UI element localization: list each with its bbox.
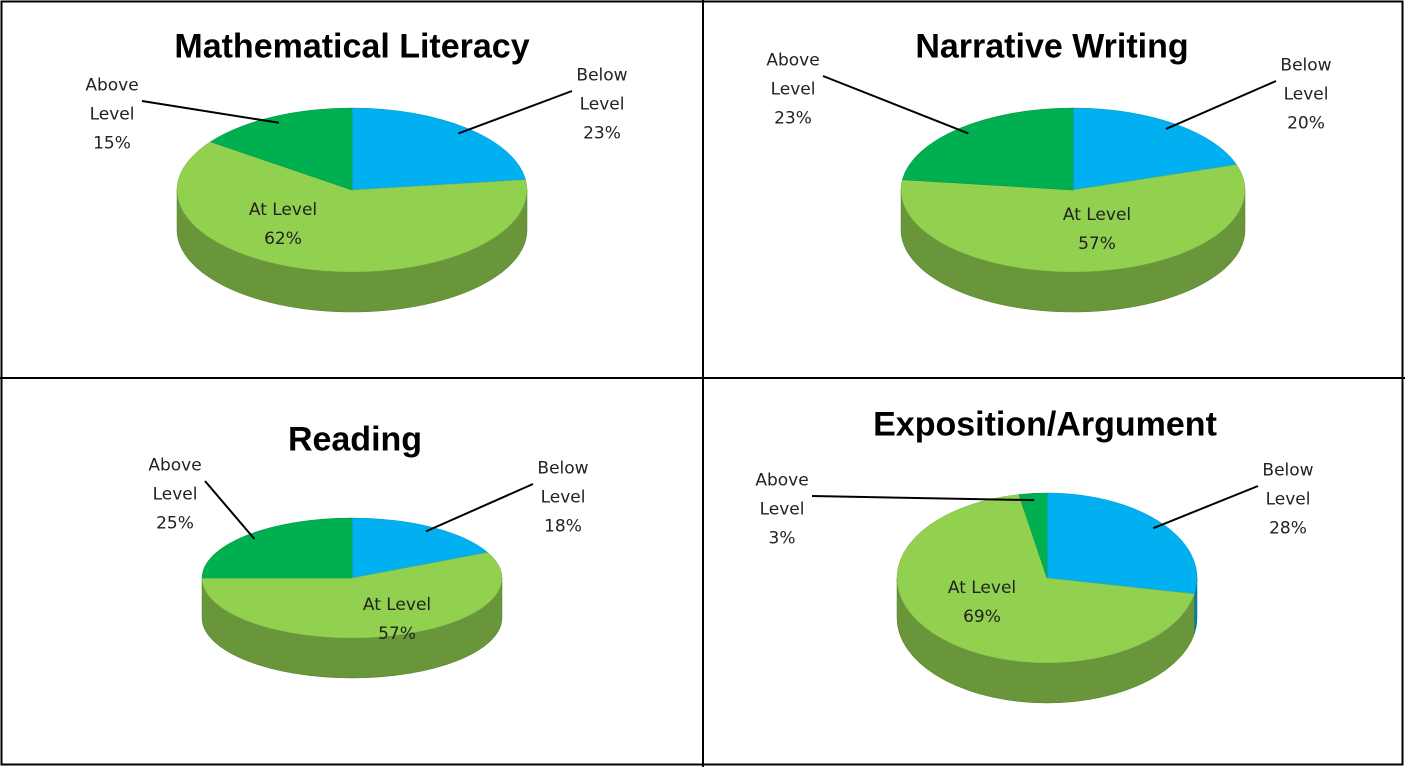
slice [201,552,503,639]
slice-label: Above Level 15% [77,72,147,159]
slice [351,517,489,579]
value-label: 23% [774,108,812,129]
leader-line [811,495,1035,502]
value-label: 57% [1078,234,1116,254]
category-label: Above Level [766,50,820,100]
slice-label: Below Level 28% [1253,457,1323,544]
slice [176,141,528,273]
slice-label: At Level 62% [223,196,343,254]
leader-line [1165,80,1277,130]
category-label: Below Level [537,458,589,508]
slice-label: Below Level 23% [567,62,637,149]
category-label: Below Level [576,65,628,115]
leader-line [204,480,256,540]
category-label: At Level [947,578,1017,598]
slice [1018,492,1048,579]
chart-title: Exposition/Argument [873,405,1217,444]
slice-label: Above Level 23% [758,47,828,134]
slice [209,107,353,191]
slice [896,494,1195,664]
slice [201,517,353,579]
category-label: Below Level [1280,55,1332,105]
slice [902,107,1074,191]
category-label: At Level [248,200,318,220]
slice-label: Below Level 20% [1271,52,1341,139]
value-label: 62% [264,229,302,249]
leader-line [1152,485,1259,530]
slice-label: Below Level 18% [528,455,598,542]
slice-label: At Level 57% [1037,201,1157,259]
category-label: At Level [1062,205,1132,225]
leader-line [425,483,534,533]
category-label: Above Level [148,455,202,505]
value-label: 69% [963,607,1001,627]
slice-label: At Level 69% [922,574,1042,632]
value-label: 57% [378,624,416,644]
leader-line [822,75,969,135]
value-label: 25% [156,513,194,534]
chart-title: Reading [287,420,423,459]
chart-title: Mathematical Literacy [174,27,530,66]
value-label: 15% [93,133,131,154]
slice-label: Above Level 25% [140,452,210,539]
slice-label: Above Level 3% [747,467,817,554]
category-label: Above Level [85,75,139,125]
chart-title: Narrative Writing [915,27,1189,66]
value-label: 23% [583,123,621,144]
slice [1072,107,1238,191]
category-label: Below Level [1262,460,1314,510]
value-label: 3% [768,528,796,549]
leader-line [458,90,573,135]
slice-label: At Level 57% [337,591,457,649]
value-label: 18% [544,516,582,537]
slice [900,164,1246,273]
category-label: At Level [362,595,432,615]
slice [1046,492,1198,595]
category-label: Above Level [755,470,809,520]
value-label: 20% [1287,113,1325,134]
slice [351,107,526,191]
leader-line [141,100,280,124]
value-label: 28% [1269,518,1307,539]
